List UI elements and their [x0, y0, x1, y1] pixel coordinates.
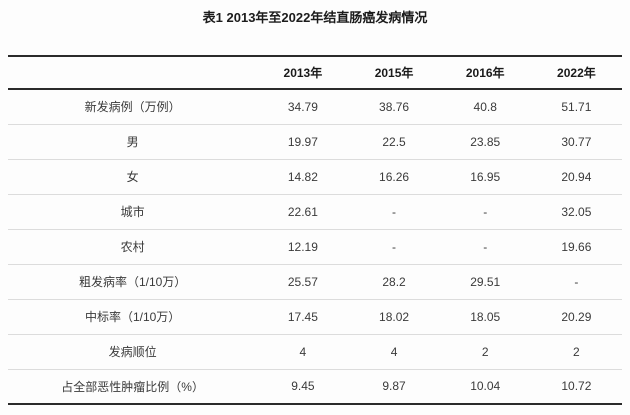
table-body: 新发病例（万例） 34.79 38.76 40.8 51.71 男 19.97 22.5 23.…	[8, 89, 622, 404]
table-cell: -	[574, 274, 579, 289]
table-row: 城市 22.61 - - 32.05	[8, 194, 622, 229]
table-cell: 16.26	[379, 169, 410, 184]
row-label: 城市	[120, 205, 145, 219]
table-cell: 9.45	[291, 379, 315, 394]
row-label: 粗发病率（1/10万）	[78, 275, 187, 289]
row-label: 占全部恶性肿瘤比例（%）	[61, 379, 204, 394]
table-row: 占全部恶性肿瘤比例（%） 9.45 9.87 10.04 10.72	[8, 369, 622, 404]
header-cell-2013: 2013年	[283, 66, 323, 80]
header-cell-2022: 2022年	[557, 66, 596, 80]
table-row: 发病顺位 4 4 2 2	[8, 334, 622, 369]
table-row: 中标率（1/10万） 17.45 18.02 18.05 20.29	[8, 299, 622, 334]
row-label: 农村	[120, 240, 145, 254]
table-row: 女 14.82 16.26 16.95 20.94	[8, 159, 622, 194]
table-cell: 29.51	[470, 274, 501, 289]
table-cell: 23.85	[470, 134, 501, 149]
table-cell: 2	[481, 344, 489, 359]
table-cell: 40.8	[473, 99, 497, 114]
table-row: 粗发病率（1/10万） 25.57 28.2 29.51 -	[8, 264, 622, 299]
table-cell: 25.57	[287, 274, 318, 289]
table-cell: 51.71	[561, 99, 592, 114]
header-cell-2016: 2016年	[465, 66, 505, 80]
row-label: 男	[126, 135, 139, 149]
table-cell: -	[483, 239, 488, 254]
table-cell: 22.61	[287, 204, 318, 219]
header-cell-2015: 2015年	[374, 66, 414, 80]
table-cell: -	[392, 239, 397, 254]
row-label: 女	[126, 170, 139, 184]
table-cell: 12.19	[287, 239, 318, 254]
data-table: 2013年 2015年 2016年 2022年 新发病例（万例） 34.79 38.…	[8, 55, 622, 405]
table-cell: 2	[573, 344, 580, 359]
table-cell: 9.87	[382, 379, 406, 394]
row-label: 新发病例（万例）	[84, 100, 181, 115]
table-title: 表1 2013年至2022年结直肠癌发病情况	[202, 10, 428, 25]
table-cell: 16.95	[470, 169, 501, 184]
table-cell: 30.77	[561, 134, 592, 149]
table-row: 新发病例（万例） 34.79 38.76 40.8 51.71	[8, 89, 622, 124]
table-cell: -	[392, 204, 397, 219]
table-cell: 4	[299, 344, 307, 359]
header-cell-rowlabel	[8, 56, 257, 89]
table-row: 农村 12.19 - - 19.66	[8, 229, 622, 264]
table-cell: 18.05	[470, 309, 501, 324]
table-cell: 38.76	[379, 99, 410, 114]
table-cell: 10.72	[561, 379, 592, 394]
header-row: 2013年 2015年 2016年 2022年	[8, 56, 622, 89]
table-cell: 18.02	[379, 309, 410, 324]
table-cell: -	[483, 204, 488, 219]
table-cell: 28.2	[382, 274, 406, 289]
table-cell: 32.05	[561, 204, 592, 219]
table-cell: 20.29	[561, 309, 592, 324]
table-cell: 14.82	[287, 169, 318, 184]
row-label: 发病顺位	[108, 345, 157, 359]
table-cell: 20.94	[561, 169, 592, 184]
table-cell: 22.5	[382, 134, 406, 149]
table-cell: 34.79	[287, 99, 318, 114]
table-cell: 17.45	[287, 309, 318, 324]
table-cell: 19.97	[287, 134, 318, 149]
table-cell: 19.66	[561, 239, 592, 254]
table-row: 男 19.97 22.5 23.85 30.77	[8, 124, 622, 159]
row-label: 中标率（1/10万）	[84, 310, 181, 324]
table-cell: 10.04	[470, 379, 501, 394]
table-cell: 4	[390, 344, 398, 359]
